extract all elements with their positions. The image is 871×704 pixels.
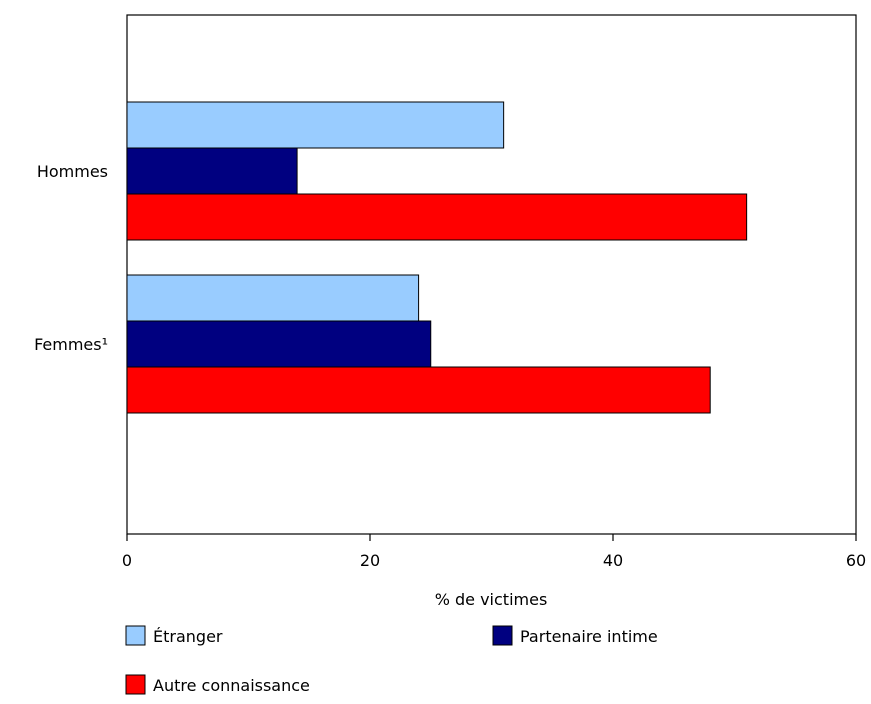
x-tick-label-2: 40 — [603, 551, 623, 570]
x-axis-ticks: 0 20 40 60 — [122, 534, 866, 570]
x-tick-label-1: 20 — [360, 551, 380, 570]
bar-1-1 — [126, 101, 505, 149]
legend-label-1: Étranger — [153, 627, 223, 646]
legend-swatch-2 — [492, 625, 513, 646]
bar-1-3 — [126, 193, 748, 241]
x-tick-label-3: 60 — [846, 551, 866, 570]
bar-2-2 — [126, 320, 432, 368]
legend-label-3: Autre connaissance — [153, 676, 310, 695]
category-label-1: Hommes — [37, 162, 108, 181]
bars-group — [126, 101, 748, 414]
legend: Étranger Partenaire intime Autre connaissa… — [125, 625, 658, 695]
bar-2-1 — [126, 274, 420, 322]
bar-1-2 — [126, 147, 298, 195]
category-labels: Hommes Femmes¹ — [34, 162, 108, 354]
x-tick-label-0: 0 — [122, 551, 132, 570]
legend-swatch-1 — [125, 625, 146, 646]
x-axis-title: % de victimes — [435, 590, 548, 609]
legend-swatch-3 — [125, 674, 146, 695]
bar-2-3 — [126, 366, 711, 414]
legend-label-2: Partenaire intime — [520, 627, 658, 646]
category-label-2: Femmes¹ — [34, 335, 108, 354]
